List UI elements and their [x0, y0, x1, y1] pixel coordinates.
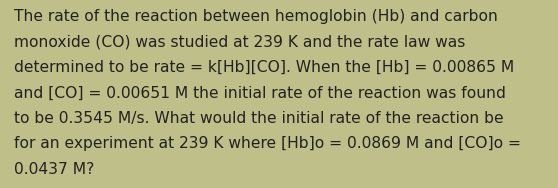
Text: for an experiment at 239 K where [Hb]o = 0.0869 M and [CO]o =: for an experiment at 239 K where [Hb]o =…	[14, 136, 521, 151]
Text: and [CO] = 0.00651 M the initial rate of the reaction was found: and [CO] = 0.00651 M the initial rate of…	[14, 86, 506, 101]
Text: determined to be rate = k[Hb][CO]. When the [Hb] = 0.00865 M: determined to be rate = k[Hb][CO]. When …	[14, 60, 514, 75]
Text: The rate of the reaction between hemoglobin (Hb) and carbon: The rate of the reaction between hemoglo…	[14, 9, 498, 24]
Text: to be 0.3545 M/s. What would the initial rate of the reaction be: to be 0.3545 M/s. What would the initial…	[14, 111, 503, 126]
Text: 0.0437 M?: 0.0437 M?	[14, 162, 94, 177]
Text: monoxide (CO) was studied at 239 K and the rate law was: monoxide (CO) was studied at 239 K and t…	[14, 35, 465, 50]
